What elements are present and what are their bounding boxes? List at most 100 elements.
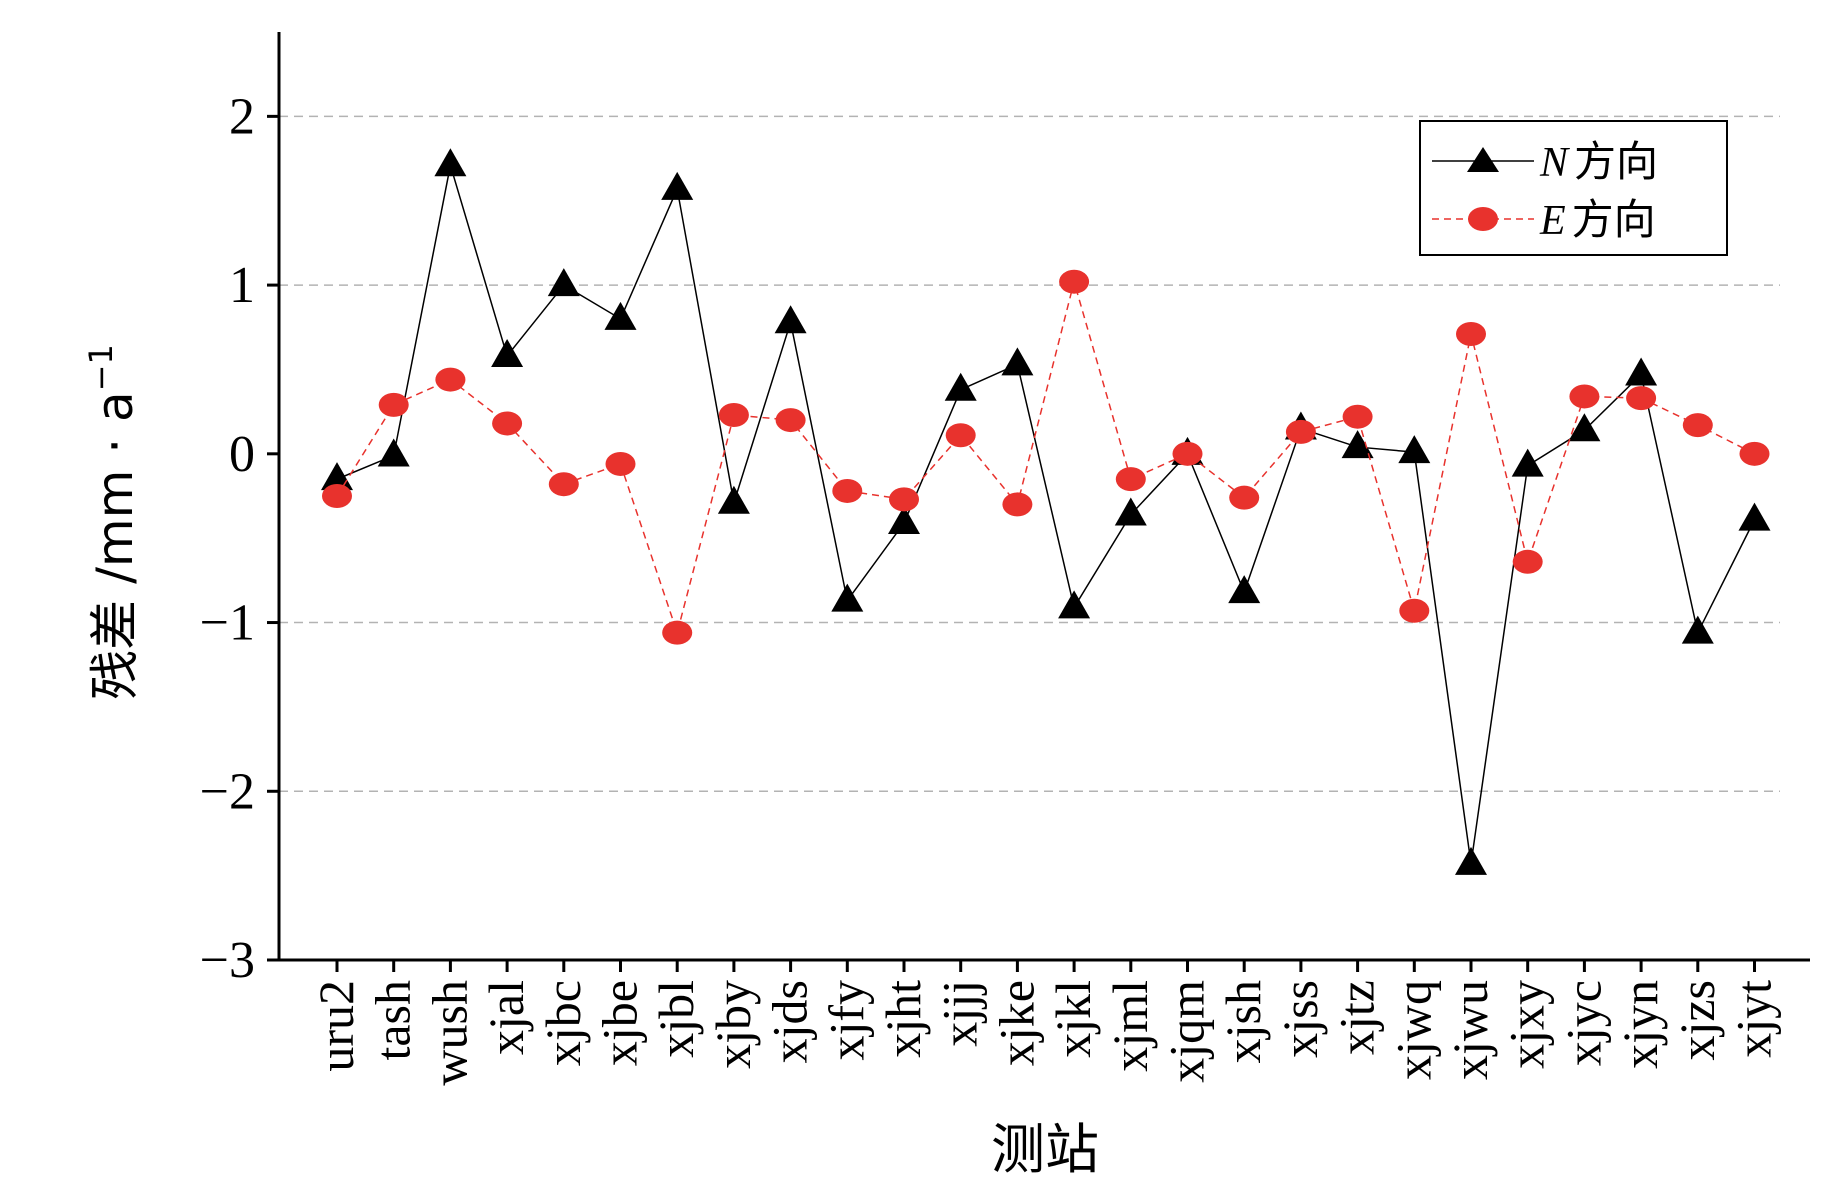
x-tick-label: xjke xyxy=(988,980,1044,1066)
x-tick-label: xjht xyxy=(875,980,931,1058)
x-tick-label: tash xyxy=(365,980,421,1061)
x-tick-label: xjsh xyxy=(1215,980,1271,1063)
data-point-e xyxy=(1059,269,1090,294)
data-point-e xyxy=(1229,485,1260,510)
data-point-n xyxy=(1058,590,1091,619)
data-point-e xyxy=(1682,413,1713,438)
data-point-n xyxy=(661,171,694,200)
data-point-e xyxy=(548,472,579,497)
data-point-e xyxy=(1739,441,1770,466)
y-axis-title-sup: −1 xyxy=(82,344,120,391)
x-tick-label: xjjj xyxy=(932,980,988,1047)
x-tick-label: xjkl xyxy=(1045,980,1101,1058)
x-tick-label: xjby xyxy=(705,980,761,1069)
legend-e-suffix: 方向 xyxy=(1572,195,1656,244)
series-group xyxy=(321,148,1771,875)
x-tick-label: xjwq xyxy=(1385,980,1441,1080)
gridlines xyxy=(279,115,1780,793)
data-point-n xyxy=(1738,502,1771,531)
data-point-n xyxy=(434,148,467,177)
data-point-n xyxy=(1455,846,1487,875)
data-point-n xyxy=(491,338,524,367)
legend-box xyxy=(1419,120,1728,256)
x-tick-label: xjyc xyxy=(1555,980,1611,1066)
legend-n-suffix: 方向 xyxy=(1574,137,1658,186)
x-tick-label: xjss xyxy=(1272,980,1328,1058)
data-point-n xyxy=(1625,357,1658,386)
x-tick-label: xjwu xyxy=(1442,980,1498,1080)
x-tick-label: xjbc xyxy=(535,980,591,1066)
data-point-n xyxy=(944,372,977,401)
data-point-e xyxy=(662,620,693,645)
data-point-n xyxy=(1001,347,1034,376)
x-tick-label: xjyt xyxy=(1726,980,1782,1058)
y-tick-label: 1 xyxy=(229,257,255,314)
x-tick-label: xjxy xyxy=(1499,980,1555,1069)
x-tick-label: xjqm xyxy=(1159,980,1215,1083)
data-point-n xyxy=(1341,430,1374,459)
axes xyxy=(277,32,1810,962)
x-tick-label: wush xyxy=(421,980,477,1086)
data-point-n xyxy=(377,438,410,467)
x-tick-label: xjds xyxy=(762,980,818,1063)
data-point-n xyxy=(547,268,580,297)
data-point-e xyxy=(435,367,466,392)
x-tick-label: uru2 xyxy=(308,980,364,1072)
x-ticks: uru2 tash wush xjal xjbc xjbe xjbl xjby xjds xjfy… xyxy=(308,960,1782,1086)
x-tick-label: xjbe xyxy=(592,980,648,1066)
data-point-e xyxy=(1002,492,1033,517)
x-tick-label: xjml xyxy=(1102,980,1158,1072)
y-axis-title-main: 残差 /mm · a xyxy=(86,391,144,699)
data-point-e xyxy=(1342,404,1373,429)
x-tick-label: xjfy xyxy=(818,980,874,1061)
legend: N 方向 E 方向 xyxy=(1419,120,1728,256)
data-point-n xyxy=(1568,413,1601,442)
data-point-e xyxy=(775,408,806,433)
x-tick-label: xjzs xyxy=(1669,980,1725,1061)
x-tick-label: xjyn xyxy=(1612,980,1668,1069)
data-point-n xyxy=(1228,575,1261,604)
legend-e-letter: E xyxy=(1539,198,1566,244)
y-tick-label: −3 xyxy=(200,932,255,989)
legend-e-marker-icon xyxy=(1468,207,1498,231)
y-tick-label: 0 xyxy=(229,426,255,483)
y-tick-label: −1 xyxy=(200,595,255,652)
legend-e-label: E 方向 xyxy=(1539,195,1656,244)
data-point-e xyxy=(605,451,636,476)
data-point-e xyxy=(1115,467,1146,492)
y-tick-label: 2 xyxy=(229,88,255,145)
y-axis-title: 残差 /mm · a−1 xyxy=(82,344,144,700)
legend-n-marker-icon xyxy=(1467,147,1499,172)
series-line-e xyxy=(336,278,1755,636)
data-point-n xyxy=(1398,435,1431,464)
data-point-e xyxy=(378,392,409,417)
x-tick-label: xjal xyxy=(478,980,534,1055)
data-point-n xyxy=(1114,497,1147,526)
data-point-e xyxy=(832,478,863,503)
data-point-e xyxy=(718,403,749,428)
legend-n-label: N 方向 xyxy=(1539,137,1658,186)
x-tick-label: xjtz xyxy=(1329,980,1385,1055)
data-point-e xyxy=(889,487,919,512)
data-point-n xyxy=(1511,448,1544,477)
data-point-e xyxy=(1285,419,1316,444)
svg-text:残差 /mm · a−1: 残差 /mm · a−1 xyxy=(82,344,144,700)
data-point-e xyxy=(945,423,976,448)
y-ticks: −3 −2 −1 0 1 2 xyxy=(200,88,279,989)
data-point-n xyxy=(831,583,864,612)
x-axis-title: 测站 xyxy=(991,1118,1099,1181)
data-point-n xyxy=(1681,615,1714,644)
data-point-e xyxy=(1399,598,1430,623)
data-point-e xyxy=(1456,322,1486,347)
data-point-e xyxy=(322,484,352,508)
data-point-e xyxy=(1172,441,1203,466)
y-tick-label: −2 xyxy=(200,763,255,820)
data-point-e xyxy=(1512,549,1543,574)
data-point-n xyxy=(604,301,637,330)
legend-n-letter: N xyxy=(1539,140,1570,186)
x-tick-label: xjbl xyxy=(648,980,704,1058)
data-point-n xyxy=(774,305,807,334)
series-line-n xyxy=(336,165,1756,864)
data-point-e xyxy=(1626,386,1657,411)
